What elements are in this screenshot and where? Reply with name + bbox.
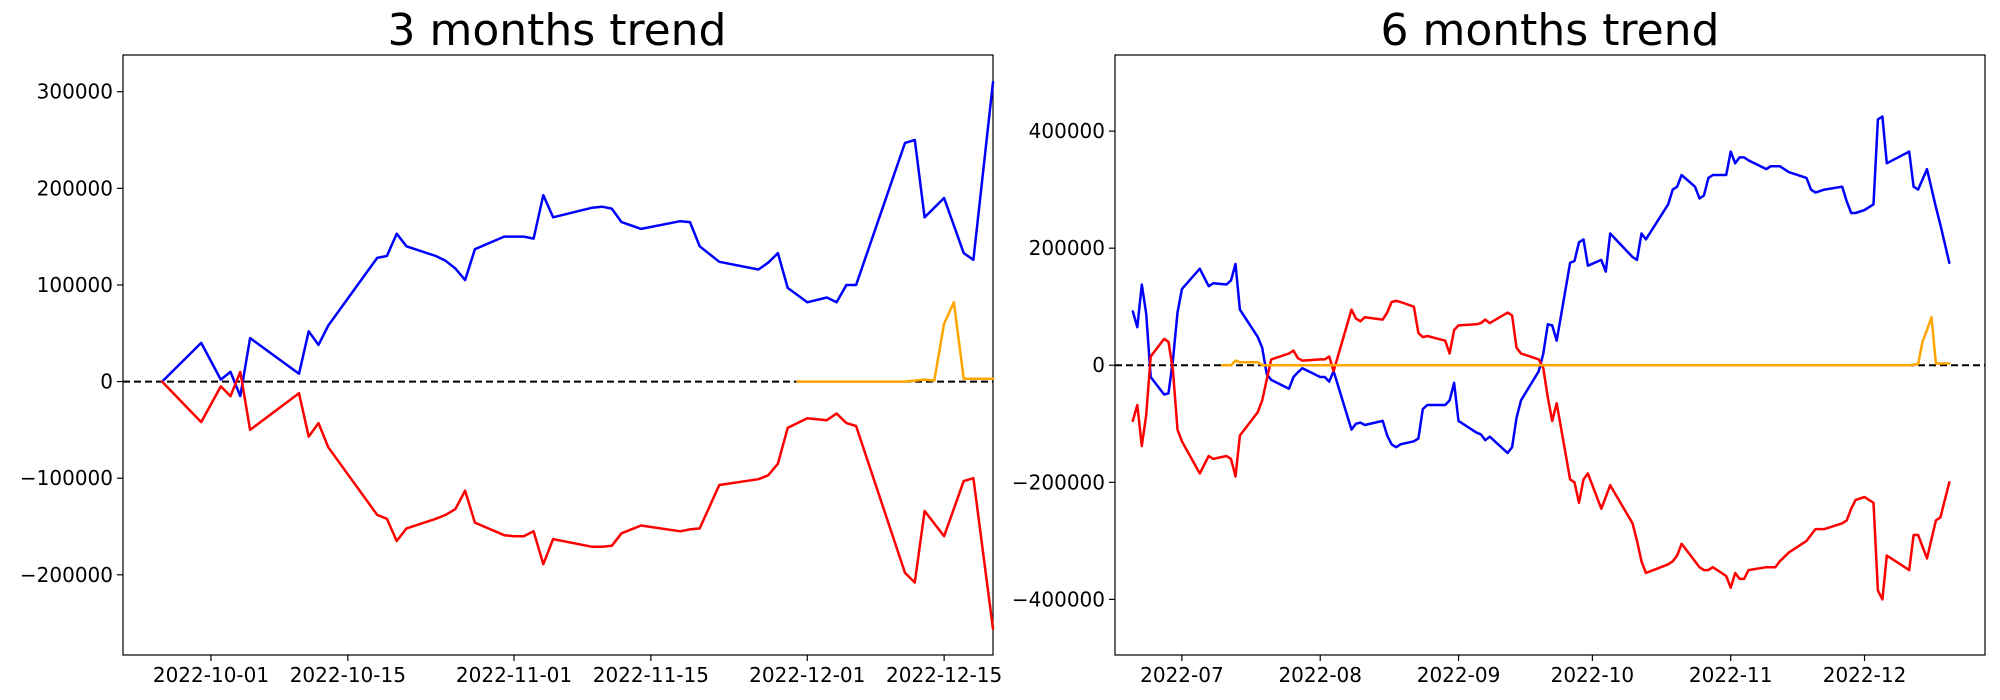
x-tick-label: 2022-11 bbox=[1689, 663, 1773, 687]
y-tick-label: 100000 bbox=[37, 273, 113, 297]
chart-title: 6 months trend bbox=[1381, 5, 1720, 56]
axes-frame bbox=[1114, 54, 1986, 656]
plot-area: 400000 200000 0 −200000 −400000 2022-07 2022-0… bbox=[1012, 54, 1986, 687]
y-tick-label: 0 bbox=[100, 370, 113, 394]
series-line-orange bbox=[796, 301, 995, 383]
chart-title: 3 months trend bbox=[388, 5, 727, 56]
y-tick-label: −200000 bbox=[1012, 470, 1105, 494]
series-line-orange bbox=[1220, 315, 1951, 367]
chart-3-months: 3 months trend 300000 200000 100000 0 −10000… bbox=[20, 5, 1002, 687]
x-tick-label: 2022-10 bbox=[1551, 663, 1635, 687]
x-tick-label: 2022-11-15 bbox=[593, 663, 709, 687]
x-tick-label: 2022-12 bbox=[1823, 663, 1907, 687]
x-tick-label: 2022-11-01 bbox=[456, 663, 572, 687]
y-tick-label: 0 bbox=[1092, 353, 1105, 377]
series-line-blue bbox=[160, 80, 995, 398]
x-tick-label: 2022-07 bbox=[1140, 663, 1224, 687]
y-tick-label: −200000 bbox=[20, 563, 113, 587]
plot-area: 300000 200000 100000 0 −100000 −200000 2022-10… bbox=[20, 54, 1002, 687]
x-tick-label: 2022-10-01 bbox=[153, 663, 269, 687]
series-line-red bbox=[1131, 299, 1951, 601]
x-tick-label: 2022-10-15 bbox=[290, 663, 406, 687]
x-tick-label: 2022-09 bbox=[1417, 663, 1501, 687]
series-line-red bbox=[160, 370, 995, 631]
y-tick-label: −100000 bbox=[20, 466, 113, 490]
y-tick-label: 200000 bbox=[37, 176, 113, 200]
y-tick-label: 400000 bbox=[1029, 119, 1105, 143]
y-tick-label: 300000 bbox=[37, 80, 113, 104]
axes-frame bbox=[122, 54, 994, 656]
y-tick-label: −400000 bbox=[1012, 587, 1105, 611]
x-tick-label: 2022-08 bbox=[1278, 663, 1362, 687]
x-tick-label: 2022-12-01 bbox=[749, 663, 865, 687]
x-tick-label: 2022-12-15 bbox=[886, 663, 1002, 687]
chart-6-months: 6 months trend 400000 200000 0 −200000 −4000… bbox=[1012, 5, 1986, 687]
y-tick-label: 200000 bbox=[1029, 236, 1105, 260]
